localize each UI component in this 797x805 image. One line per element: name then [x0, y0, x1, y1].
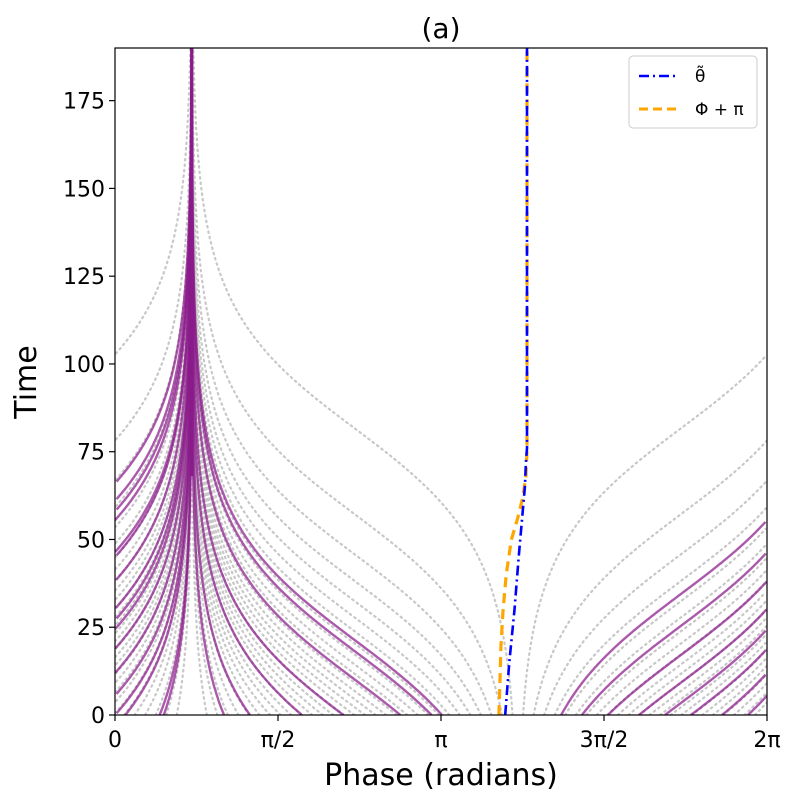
gray-trajectory	[115, 48, 767, 715]
gray-trajectory	[192, 48, 514, 715]
y-tick-label: 125	[63, 265, 105, 290]
y-tick-label: 25	[77, 616, 105, 641]
x-tick-label: 2π	[753, 728, 780, 753]
series-lines	[497, 48, 529, 715]
x-axis-label: Phase (radians)	[324, 758, 558, 793]
y-tick-label: 50	[77, 528, 105, 553]
y-axis-ticks: 0 25 50 75 100 125 150 175	[63, 90, 115, 729]
x-tick-label: 3π/2	[580, 728, 629, 753]
y-tick-label: 75	[77, 441, 105, 466]
chart-title: (a)	[421, 12, 460, 45]
gray-trajectory	[115, 48, 767, 715]
x-tick-label: π/2	[261, 728, 296, 753]
y-tick-label: 0	[91, 704, 105, 729]
y-tick-label: 100	[63, 353, 105, 378]
x-tick-label: π	[434, 728, 447, 753]
legend-label-theta: θ̃	[695, 65, 705, 87]
x-axis-ticks: 0 π/2 π 3π/2 2π	[108, 715, 781, 753]
series-theta	[503, 48, 529, 715]
y-tick-label: 150	[63, 177, 105, 202]
gray-trajectory	[191, 48, 504, 715]
gray-trajectory	[190, 48, 461, 715]
purple-trajectories	[115, 48, 767, 715]
x-tick-label: 0	[108, 728, 122, 753]
y-axis-label: Time	[9, 345, 44, 419]
y-tick-label: 175	[63, 90, 105, 115]
legend-label-phi: Φ + π	[695, 100, 744, 120]
legend: θ̃ Φ + π	[628, 55, 758, 129]
